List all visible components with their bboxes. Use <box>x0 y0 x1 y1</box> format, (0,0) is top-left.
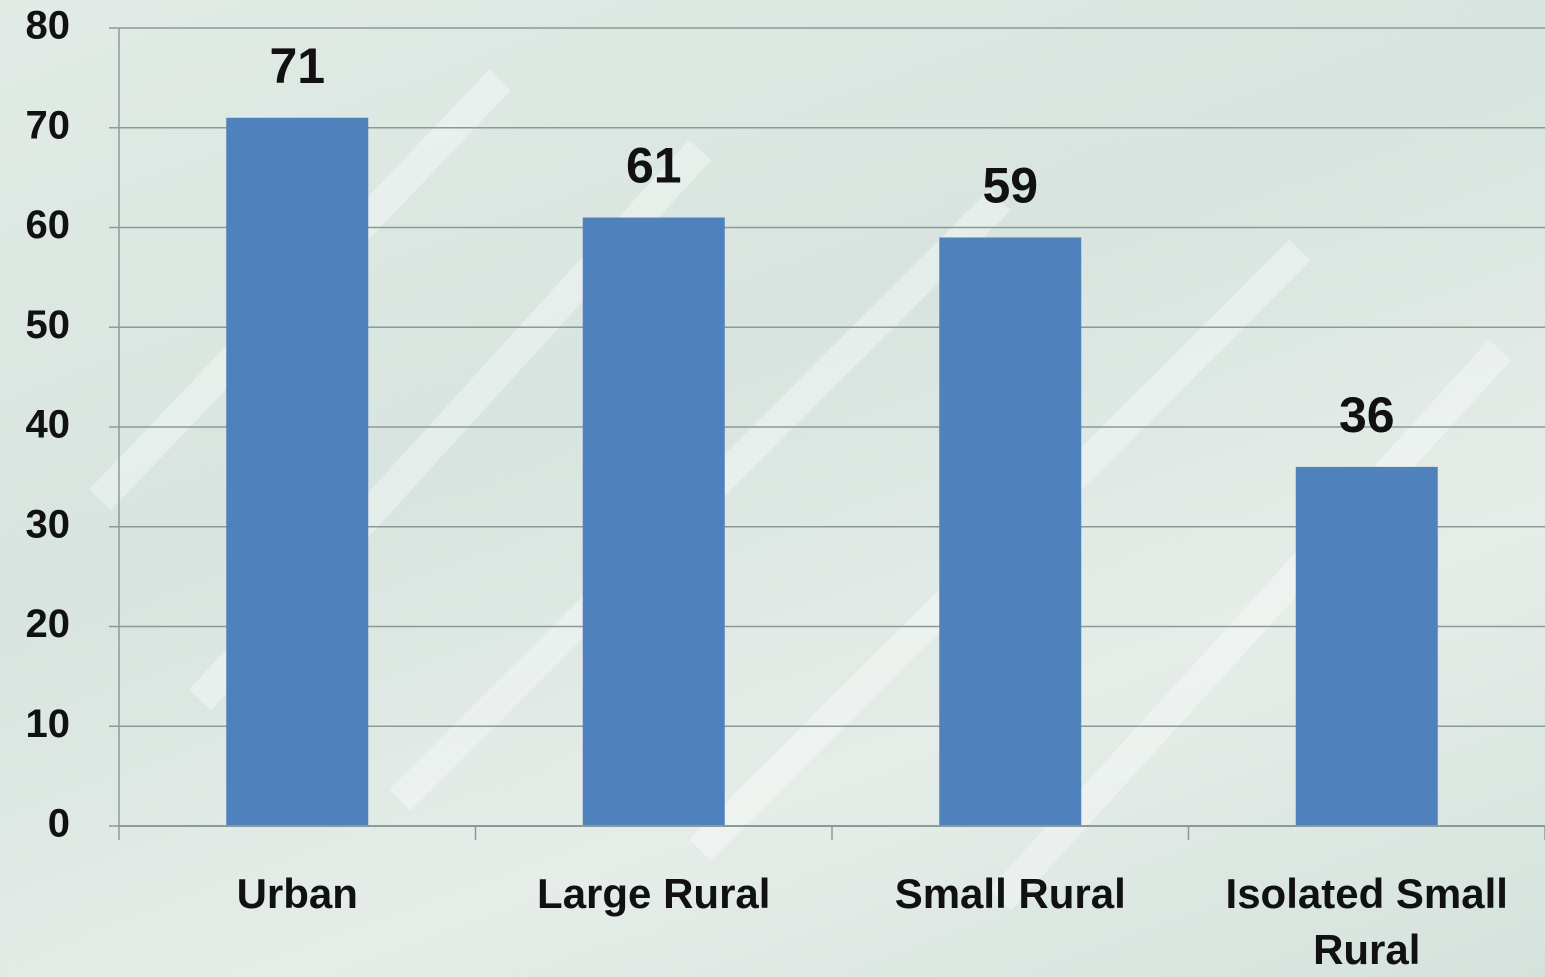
bar <box>939 237 1082 827</box>
data-label: 59 <box>982 158 1038 214</box>
y-tick-label: 30 <box>26 502 71 546</box>
y-tick-label: 0 <box>48 802 70 846</box>
y-tick-label: 20 <box>26 602 71 646</box>
data-label: 36 <box>1339 387 1395 443</box>
x-tick-label: Urban <box>236 870 358 917</box>
y-tick-label: 60 <box>26 203 71 247</box>
data-label: 71 <box>269 38 325 94</box>
y-tick-label: 80 <box>26 4 71 48</box>
y-tick-label: 70 <box>26 103 71 147</box>
x-tick-label: Large Rural <box>537 870 771 917</box>
data-label: 61 <box>626 138 682 194</box>
y-tick-label: 10 <box>26 702 71 746</box>
y-tick-label: 50 <box>26 303 71 347</box>
x-tick-label: Isolated Small Rural <box>1225 870 1508 973</box>
bar <box>582 217 725 826</box>
y-tick-label: 40 <box>26 403 71 447</box>
x-tick-label: Small Rural <box>894 870 1126 917</box>
bar <box>226 117 369 826</box>
bar <box>1295 466 1438 826</box>
